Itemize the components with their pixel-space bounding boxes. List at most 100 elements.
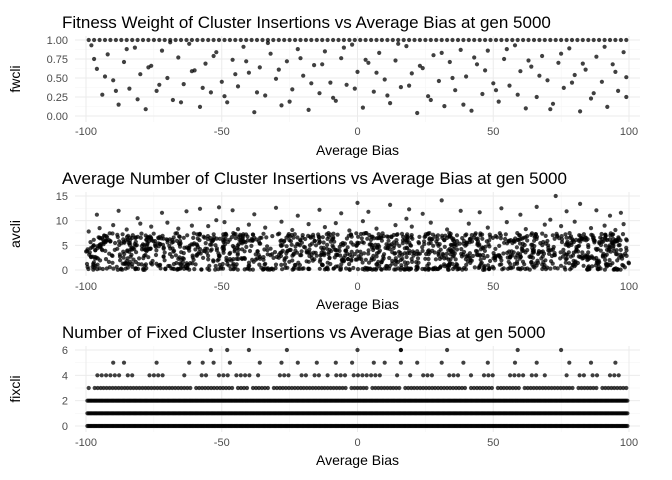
data-point bbox=[487, 232, 492, 237]
data-point bbox=[354, 243, 359, 248]
data-point-row-3 bbox=[161, 385, 166, 391]
data-point bbox=[594, 54, 599, 59]
data-point bbox=[615, 267, 620, 272]
data-point bbox=[505, 266, 511, 271]
data-point bbox=[448, 252, 453, 257]
data-point bbox=[306, 222, 311, 227]
data-point bbox=[261, 255, 266, 260]
data-point bbox=[450, 75, 455, 81]
data-point-row-4 bbox=[451, 373, 456, 378]
data-point bbox=[227, 263, 232, 268]
data-point bbox=[575, 37, 580, 43]
data-point bbox=[197, 206, 203, 211]
data-point bbox=[236, 242, 241, 247]
data-point bbox=[201, 255, 206, 260]
data-point-row-3 bbox=[218, 385, 223, 391]
data-point bbox=[518, 69, 523, 74]
data-point bbox=[211, 258, 216, 263]
data-point bbox=[460, 267, 465, 272]
data-point bbox=[309, 256, 314, 261]
data-point bbox=[286, 232, 291, 237]
data-point bbox=[187, 41, 192, 46]
data-point-row-3 bbox=[585, 385, 590, 391]
data-point bbox=[530, 248, 536, 253]
data-point-row-3 bbox=[203, 385, 208, 391]
data-point bbox=[435, 233, 441, 238]
data-point bbox=[577, 243, 582, 248]
data-point bbox=[470, 253, 475, 259]
data-point-row-3 bbox=[92, 385, 97, 391]
data-point bbox=[322, 225, 327, 230]
data-point-row-4 bbox=[303, 373, 308, 378]
data-point bbox=[434, 37, 439, 43]
data-point bbox=[426, 256, 431, 262]
data-point bbox=[443, 233, 448, 238]
data-point-row-3 bbox=[352, 385, 357, 391]
data-point bbox=[482, 248, 487, 253]
data-point bbox=[417, 37, 422, 43]
data-point bbox=[177, 234, 182, 239]
data-point bbox=[339, 211, 344, 216]
data-point bbox=[492, 253, 497, 258]
data-point bbox=[624, 37, 629, 43]
data-point bbox=[518, 212, 523, 217]
data-point bbox=[230, 57, 235, 62]
data-point bbox=[607, 213, 613, 218]
data-point-row-4 bbox=[282, 373, 287, 378]
data-point bbox=[526, 37, 531, 43]
data-point bbox=[599, 79, 605, 84]
data-point bbox=[269, 266, 274, 271]
data-point bbox=[320, 37, 325, 43]
data-point-row-3 bbox=[304, 385, 309, 391]
data-point bbox=[242, 249, 247, 254]
data-point bbox=[210, 239, 215, 244]
data-point bbox=[385, 37, 390, 43]
data-points bbox=[85, 347, 630, 429]
data-point bbox=[409, 224, 414, 229]
data-point bbox=[400, 241, 405, 246]
x-tick-label: 0 bbox=[354, 437, 360, 449]
data-point bbox=[203, 241, 208, 246]
data-point bbox=[308, 234, 313, 239]
data-point bbox=[401, 37, 406, 43]
data-point bbox=[336, 37, 341, 43]
data-point-row-3 bbox=[113, 385, 118, 391]
x-tick-label: 50 bbox=[487, 126, 499, 138]
data-point bbox=[464, 232, 469, 237]
data-point-row-4 bbox=[112, 373, 117, 378]
data-point bbox=[415, 360, 420, 365]
data-point-row-3 bbox=[104, 385, 109, 391]
data-point bbox=[497, 231, 502, 236]
data-point bbox=[240, 235, 245, 240]
data-point bbox=[480, 245, 485, 250]
data-point bbox=[545, 78, 550, 83]
data-point bbox=[200, 37, 205, 43]
data-point bbox=[348, 232, 354, 237]
data-point bbox=[387, 247, 392, 252]
data-point bbox=[296, 266, 301, 271]
data-point bbox=[439, 198, 444, 203]
data-point-row-3 bbox=[513, 385, 518, 391]
data-point bbox=[317, 240, 322, 246]
data-point bbox=[539, 256, 544, 261]
data-point bbox=[586, 37, 591, 43]
data-point bbox=[320, 262, 325, 267]
data-point bbox=[561, 247, 566, 252]
x-tick-label: 100 bbox=[620, 281, 638, 293]
data-point bbox=[445, 227, 450, 232]
data-point-row-3 bbox=[274, 385, 279, 391]
data-point bbox=[508, 262, 513, 267]
data-point bbox=[177, 261, 182, 266]
data-point bbox=[495, 253, 501, 258]
data-point-row-4 bbox=[581, 373, 587, 378]
data-point bbox=[360, 105, 365, 110]
x-tick-label: 50 bbox=[487, 437, 499, 449]
data-point bbox=[223, 232, 228, 237]
data-point bbox=[452, 244, 457, 249]
data-point bbox=[375, 261, 380, 267]
data-point-row-3 bbox=[579, 385, 584, 391]
data-point bbox=[515, 37, 520, 43]
data-point bbox=[579, 254, 585, 259]
data-point-row-3 bbox=[516, 385, 521, 391]
data-point bbox=[300, 266, 305, 271]
